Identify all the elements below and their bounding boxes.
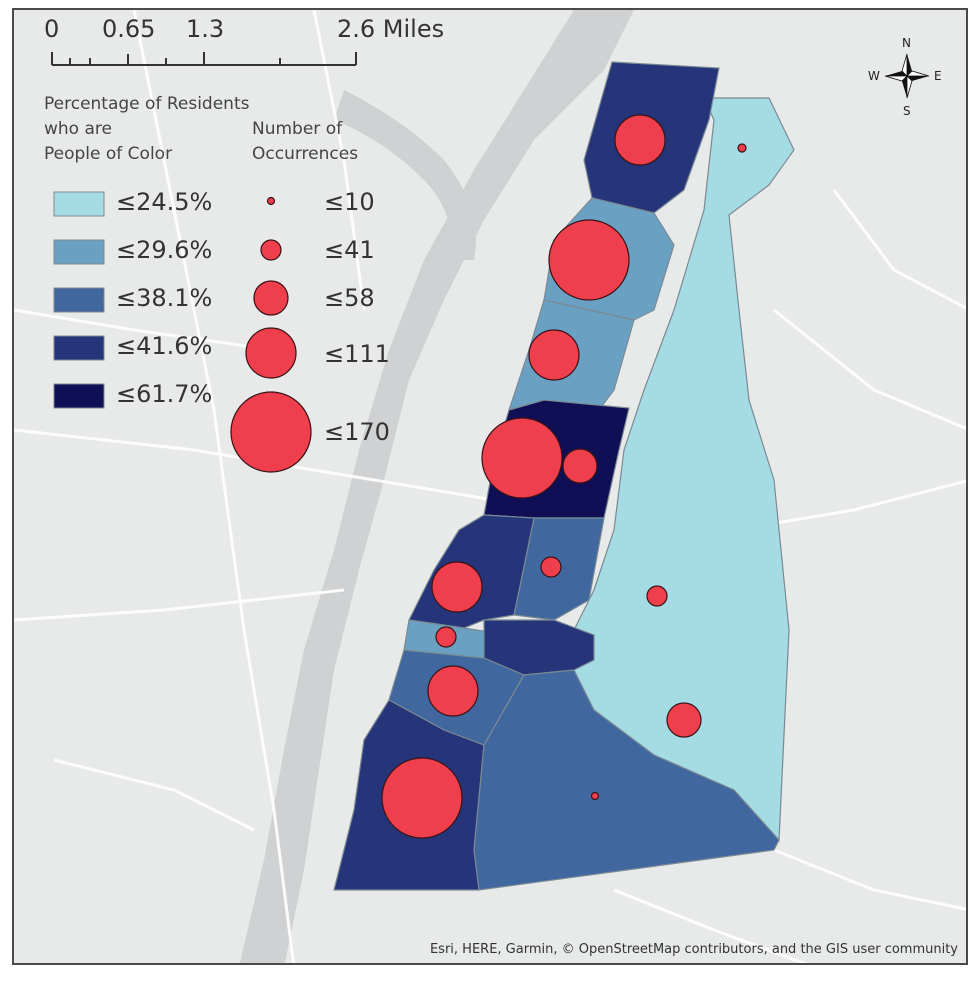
occurrence-center-east — [562, 448, 598, 484]
river — [239, 10, 634, 963]
compass-e-label: E — [934, 69, 942, 83]
compass-n-label: N — [902, 36, 911, 50]
legend-circles-title-line-0: Number of — [252, 119, 343, 139]
legend-circle-3 — [245, 327, 297, 379]
legend-choropleth-title: Percentage of Residents who are People o… — [44, 92, 249, 167]
compass-rose-icon — [884, 53, 930, 99]
legend-circle-0 — [266, 196, 276, 206]
occurrence-mid-small — [540, 556, 562, 578]
occurrence-circles — [381, 114, 747, 839]
legend-circle-label-2: ≤58 — [324, 284, 375, 312]
scale-label-3: 2.6 Miles — [337, 15, 445, 43]
occurrence-west-lower — [427, 665, 479, 717]
legend-circle-label-0: ≤10 — [324, 188, 375, 216]
legend-swatch-0 — [53, 191, 105, 217]
legend-choropleth-title-line-1: who are — [44, 119, 112, 139]
scale-bar — [51, 52, 357, 66]
river-branch — [334, 90, 476, 260]
basemap-roads — [14, 10, 966, 963]
legend-choropleth-label-4: ≤61.7% — [116, 380, 213, 408]
occurrence-south-west — [381, 757, 463, 839]
legend-circle-label-3: ≤111 — [324, 340, 390, 368]
occurrence-mid-upper — [528, 329, 580, 381]
legend-circles-title-line-1: Occurrences — [252, 144, 359, 164]
legend-swatch-3 — [53, 335, 105, 361]
legend-choropleth-title-line-0: Percentage of Residents — [44, 94, 250, 114]
legend-circle-2 — [253, 280, 289, 316]
legend-choropleth-label-0: ≤24.5% — [116, 188, 213, 216]
legend-circle-1 — [260, 239, 282, 261]
legend-circle-label-1: ≤41 — [324, 236, 375, 264]
occurrence-east-mid — [646, 585, 668, 607]
legend-choropleth-label-3: ≤41.6% — [116, 332, 213, 360]
occurrence-west-small — [435, 626, 457, 648]
scale-label-2: 1.3 — [186, 15, 225, 43]
legend-choropleth-label-2: ≤38.1% — [116, 284, 213, 312]
occurrence-south-center — [590, 791, 600, 801]
compass-s-label: S — [903, 104, 911, 118]
occurrence-upper-mid — [548, 219, 630, 301]
occurrence-north-east — [737, 143, 747, 153]
occurrence-center-west — [481, 417, 563, 499]
scale-label-1: 0.65 — [102, 15, 156, 43]
legend-circle-symbols — [230, 196, 312, 473]
legend-choropleth-label-1: ≤29.6% — [116, 236, 213, 264]
map-canvas[interactable] — [14, 10, 968, 965]
legend-swatch-1 — [53, 239, 105, 265]
legend-circles-title: Number of Occurrences — [252, 117, 358, 167]
legend-choropleth-title-line-2: People of Color — [44, 144, 173, 164]
compass-w-label: W — [868, 69, 880, 83]
scale-label-0: 0 — [44, 15, 60, 43]
legend-circle-4 — [230, 391, 312, 473]
occurrence-east-lower — [666, 702, 702, 738]
occurrence-north-dark — [614, 114, 666, 166]
region-south-center — [473, 669, 780, 891]
legend-swatch-4 — [53, 383, 105, 409]
legend-swatch-2 — [53, 287, 105, 313]
map-frame: 0 0.65 1.3 2.6 Miles N E S W Percentage … — [12, 8, 968, 965]
map-attribution: Esri, HERE, Garmin, © OpenStreetMap cont… — [429, 942, 958, 957]
occurrence-west-mid — [431, 561, 483, 613]
legend-choropleth-swatches — [53, 191, 105, 409]
legend-circle-label-4: ≤170 — [324, 418, 390, 446]
